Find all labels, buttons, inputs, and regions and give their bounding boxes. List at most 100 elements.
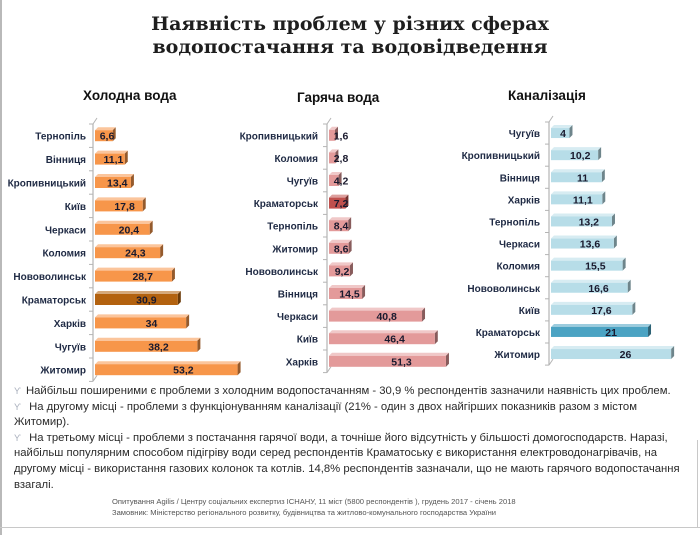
bar-top-face [551, 323, 652, 327]
bar-top-face [551, 279, 631, 283]
value-label: 11,1 [573, 194, 593, 206]
bar [95, 223, 150, 235]
category-label: Київ [519, 306, 540, 317]
value-label: 2,8 [334, 153, 349, 165]
bar-top-face [95, 361, 241, 365]
hot-water-title: Гаряча вода [297, 90, 380, 105]
bar-side-face [197, 337, 201, 352]
bar-side-face [171, 267, 175, 282]
bar-top-face [329, 172, 342, 175]
bar-top-face [551, 301, 636, 305]
bar-top-face [95, 197, 146, 201]
bar-top-face [95, 127, 116, 131]
bar [329, 288, 363, 299]
value-label: 51,3 [391, 356, 412, 368]
bar [329, 242, 349, 254]
value-label: 13,4 [107, 178, 128, 190]
bar-top-face [95, 291, 181, 294]
category-label: Нововолинськ [467, 284, 541, 295]
bar-side-face [335, 126, 338, 141]
bar [95, 340, 198, 352]
category-label: Коломия [496, 262, 540, 273]
value-label: 38,2 [148, 341, 169, 353]
bar-side-face [569, 125, 573, 139]
value-label: 8,4 [334, 221, 349, 233]
bar-side-face [149, 220, 153, 235]
bar [551, 326, 649, 337]
category-label: Кропивницький [8, 179, 86, 190]
category-label: Краматорськ [476, 328, 541, 339]
bar-side-face [422, 307, 426, 322]
bar-side-face [345, 194, 349, 209]
category-label: Нововолинськ [13, 272, 87, 283]
bar-top-face [329, 239, 352, 243]
bar-top-face [329, 262, 353, 266]
source-line-2: Замовник: Міністерство регіонального роз… [112, 508, 497, 517]
value-label: 26 [620, 349, 632, 361]
bar-top-face [95, 244, 164, 248]
bar-top-face [551, 169, 605, 173]
value-label: 53,2 [173, 365, 194, 377]
bar [329, 129, 335, 141]
bar-side-face [112, 127, 116, 142]
frame-bottom-border [0, 527, 700, 528]
bar-top-face [95, 314, 190, 318]
value-label: 16,6 [588, 283, 609, 295]
bar-side-face [434, 330, 438, 345]
value-label: 4 [560, 128, 566, 140]
bar [551, 282, 628, 293]
value-label: 11,1 [104, 154, 124, 166]
category-label: Кропивницький [240, 131, 318, 142]
bar-top-face [329, 307, 426, 311]
category-label: Чугуїв [509, 129, 540, 140]
hot-water-chart: Кропивницький 1,6 Коломия 2,8 Чугуїв 4,2 Крама… [240, 117, 449, 374]
value-label: 4,2 [334, 176, 349, 188]
category-label: Харків [286, 357, 318, 368]
bar-side-face [338, 172, 342, 186]
value-label: 15,5 [585, 261, 606, 273]
note-1: ϒ Найбільш поширеними є проблеми з холодн… [14, 384, 690, 400]
axis-bottom-edge [548, 358, 554, 366]
axis-bottom-edge [326, 366, 332, 373]
bar-side-face [602, 191, 606, 205]
value-label: 28,7 [132, 271, 153, 283]
bar-side-face [349, 262, 353, 277]
category-label: Краматорськ [254, 199, 319, 210]
bar [95, 270, 172, 282]
axis-bottom-edge [92, 375, 98, 382]
bar-side-face [445, 352, 449, 367]
bar [551, 216, 612, 227]
note-1-text: Найбільш поширеними є проблеми з холодни… [25, 385, 671, 397]
value-label: 13,6 [580, 239, 601, 251]
bar [95, 130, 113, 142]
bar-side-face [237, 361, 241, 376]
bar [551, 194, 603, 205]
bullet-icon: ϒ [14, 386, 21, 396]
value-label: 20,4 [119, 224, 140, 236]
bar [95, 247, 161, 259]
bar-side-face [362, 285, 366, 299]
note-2-text: На другому місці - проблеми з функціонув… [14, 400, 637, 429]
bar-side-face [627, 279, 631, 293]
value-label: 13,2 [579, 216, 600, 228]
bullet-icon: ϒ [14, 401, 21, 412]
category-label: Житомир [39, 366, 86, 377]
bar-side-face [601, 169, 605, 183]
bar-side-face [613, 235, 617, 249]
bar [329, 197, 346, 209]
category-label: Чугуїв [55, 342, 86, 353]
value-label: 11 [577, 172, 588, 184]
bar [551, 349, 672, 360]
axis-top-edge [548, 115, 554, 123]
bar-side-face [611, 213, 615, 227]
bar-top-face [329, 352, 449, 356]
bar [329, 152, 336, 164]
page-title: Наявність проблем у різних сферах водопо… [100, 13, 600, 59]
bar [329, 220, 349, 232]
value-label: 34 [146, 318, 158, 330]
bar-side-face [130, 174, 134, 188]
value-label: 6,6 [100, 131, 115, 143]
bar-side-face [177, 291, 181, 305]
value-label: 8,6 [334, 243, 349, 255]
